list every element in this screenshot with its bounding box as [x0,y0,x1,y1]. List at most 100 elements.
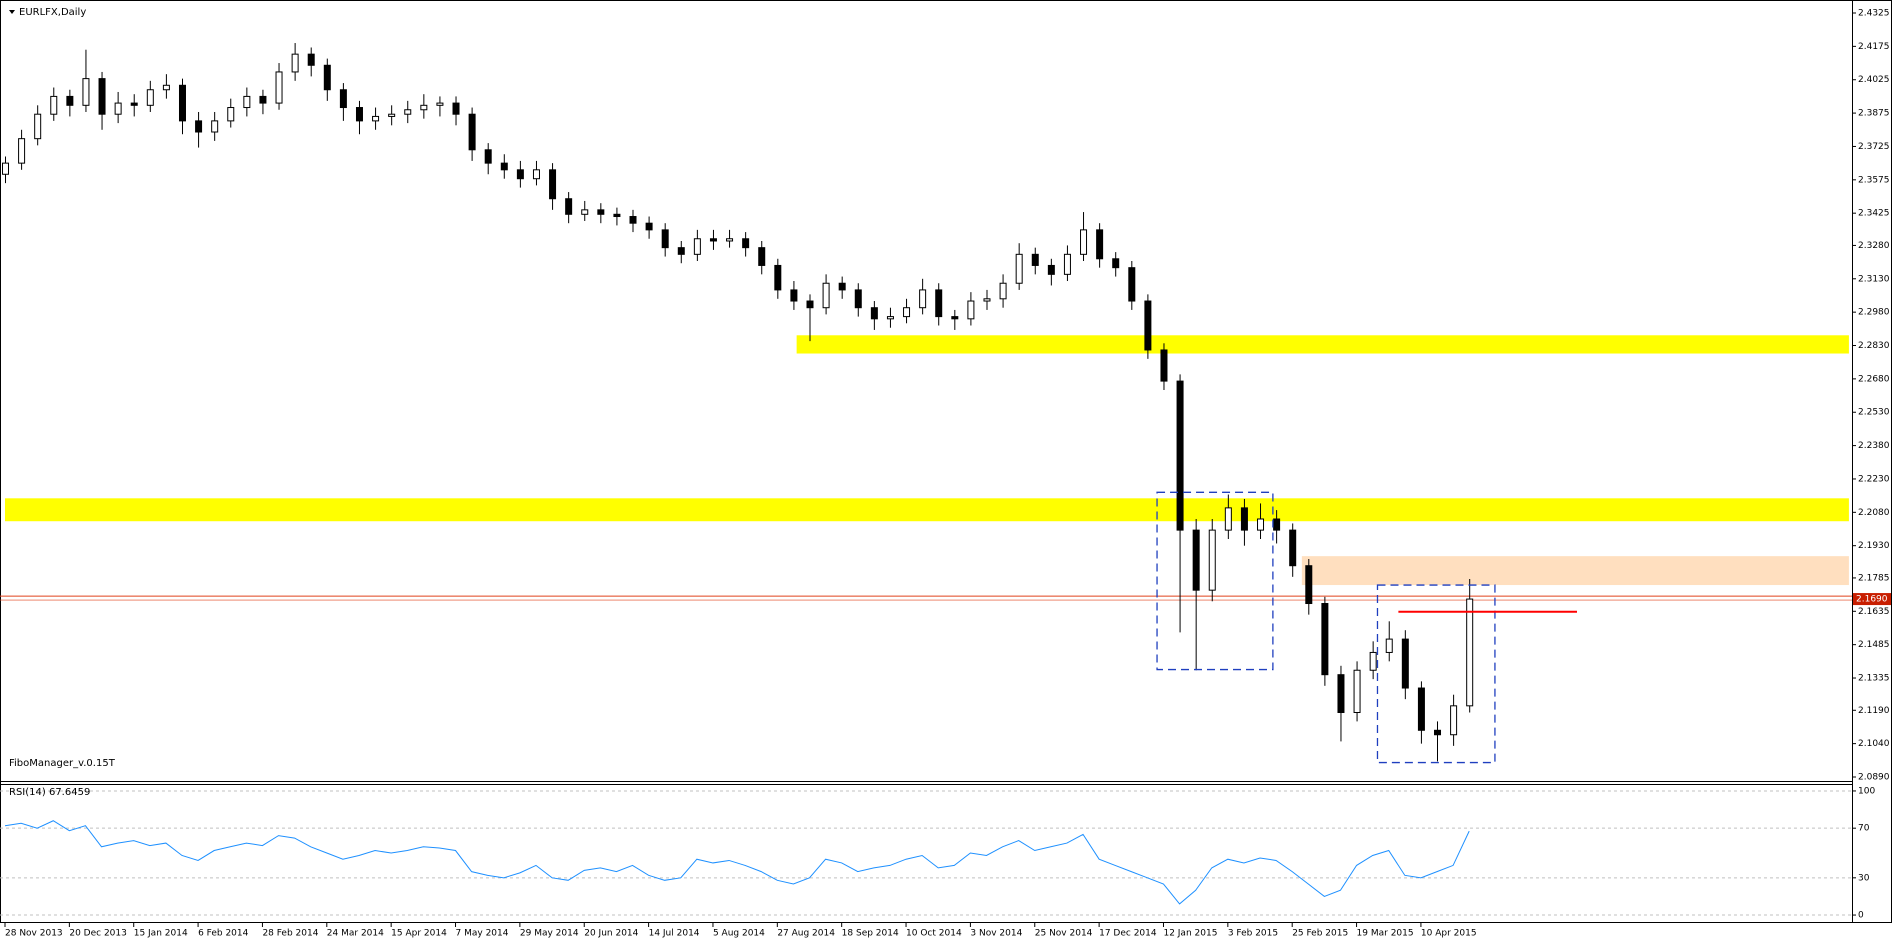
y-tick-label: 2.2680 [1858,374,1890,384]
menu-arrow [9,10,15,14]
chart-title: EURLFX,Daily [19,7,86,18]
candle-body [211,120,219,133]
candle-body [677,247,685,255]
candle-body [1063,253,1071,275]
candle-body [1337,674,1345,713]
candle-body [227,107,235,122]
candle-body [1321,603,1329,676]
x-tick-label: 14 Jul 2014 [649,929,700,939]
y-tick-label: 2.3725 [1858,142,1890,152]
candle-body [581,209,589,215]
price-panel: 2.4325 2.4175 2.4025 2.3875 2.3725 2.3575 2.34… [0,9,1891,939]
candle-body [645,222,653,231]
candle-body [565,198,573,215]
candle-body [919,289,927,309]
y-tick-label: 2.1635 [1858,607,1890,617]
candle-body [372,115,380,122]
rsi-panel: 100 70 30 0 [0,786,1875,921]
zone [1301,556,1849,586]
candle-body [1273,518,1281,531]
y-tick-label: 2.2830 [1858,341,1890,351]
candle-body [388,113,396,117]
candle-body [82,78,90,106]
candle-body [1176,380,1184,531]
candle-body [1353,669,1361,713]
y-tick-label: 2.0890 [1858,772,1890,782]
candle-body [613,213,621,218]
x-tick-label: 5 Aug 2014 [713,929,765,939]
y-tick-label: 2.3280 [1858,241,1890,251]
candle-body [307,53,315,66]
candle-body [1385,638,1393,653]
x-tick-label: 28 Feb 2014 [262,929,318,939]
candle-body [532,169,540,180]
candle-body [146,89,154,106]
x-tick-label: 24 Mar 2014 [327,929,384,939]
y-tick-label: 2.3130 [1858,274,1890,284]
candle-body [1289,529,1297,567]
candle-body [178,84,186,122]
zone [796,335,1849,354]
x-tick-label: 15 Apr 2014 [391,929,447,939]
price-tag-box [1853,593,1891,606]
x-tick-label: 3 Feb 2015 [1228,929,1278,939]
candle-body [50,95,58,115]
y-tick-label: 2.4175 [1858,42,1890,52]
candle-body [903,307,911,318]
candle-body [130,102,138,106]
candle-body [436,102,444,106]
candle-body [1305,565,1313,605]
x-tick-label: 7 May 2014 [456,929,509,939]
candle-body [1031,253,1039,266]
x-tick-label: 20 Dec 2013 [69,929,127,939]
candle-body [98,78,106,115]
candle-body [758,247,766,266]
candle-body [452,102,460,115]
x-tick-label: 15 Jan 2014 [134,929,188,939]
candle-body [1224,507,1232,531]
y-tick-label: 2.1785 [1858,573,1890,583]
candle-body [549,169,557,200]
candle-body [1208,529,1216,591]
candle-body [195,120,203,133]
x-tick-label: 20 Jun 2014 [584,929,638,939]
y-tick-label: 2.3575 [1858,175,1890,185]
dashed-box [1156,491,1274,671]
x-tick-label: 18 Sep 2014 [842,929,899,939]
candle-body [1257,518,1265,531]
candle-body [291,53,299,73]
zone [5,498,1849,522]
candle-body [1080,229,1088,255]
candle-body [1369,651,1377,671]
candle-body [18,138,26,164]
candle-body [162,84,170,91]
y-tick-label: 2.1335 [1858,674,1890,684]
indicator-label: FiboManager_v.0.15T [9,758,116,769]
y-tick-label: 2.4325 [1858,9,1890,19]
y-tick-label: 2.1040 [1858,739,1890,749]
candle-body [355,107,363,122]
y-tick-label: 30 [1858,873,1870,883]
candle-body [404,109,412,115]
candle-body [1096,229,1104,260]
y-tick-label: 2.2530 [1858,408,1890,418]
candle-body [951,316,959,320]
candle-body [629,216,637,224]
candle-body [806,300,814,309]
candle-body [967,300,975,320]
candle-body [1015,253,1023,284]
y-tick-label: 2.3425 [1858,209,1890,219]
candle-body [742,238,750,249]
y-tick-label: 2.3875 [1858,109,1890,119]
candle-body [774,264,782,291]
candle-body [661,229,669,249]
candle-body [1128,267,1136,302]
candle-body [726,238,734,242]
candle-body [1160,349,1168,382]
x-tick-label: 12 Jan 2015 [1163,929,1217,939]
candle-body [420,104,428,111]
x-tick-label: 3 Nov 2014 [970,929,1022,939]
candle-body [838,282,846,291]
x-tick-label: 10 Oct 2014 [906,929,962,939]
dashed-box [1376,584,1496,764]
